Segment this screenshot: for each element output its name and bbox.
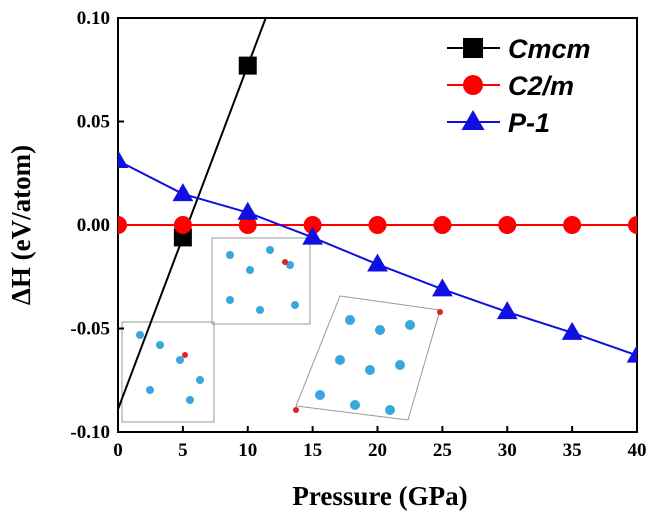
marker <box>432 278 453 297</box>
marker <box>303 216 322 234</box>
marker <box>368 216 387 234</box>
x-tick-label: 0 <box>113 440 123 461</box>
marker <box>628 216 637 234</box>
x-tick-label: 25 <box>433 440 452 461</box>
marker <box>561 321 583 340</box>
x-tick-label: 5 <box>178 440 188 461</box>
marker <box>118 216 127 234</box>
marker <box>626 344 637 363</box>
x-axis-title: Pressure (GPa) <box>292 481 467 511</box>
marker <box>237 201 259 220</box>
y-tick-label: 0.05 <box>77 112 110 133</box>
x-tick-label: 10 <box>238 440 257 461</box>
y-tick-label: -0.10 <box>70 422 110 443</box>
marker <box>173 228 192 247</box>
marker <box>367 253 388 272</box>
y-tick-label: 0.10 <box>77 8 110 29</box>
x-tick-label: 30 <box>498 440 517 461</box>
marker <box>563 216 582 234</box>
crystal-insets <box>121 237 443 423</box>
marker <box>238 216 257 234</box>
x-tick-label: 40 <box>628 440 647 461</box>
x-tick-label: 35 <box>563 440 582 461</box>
marker <box>498 216 517 234</box>
marker <box>173 216 192 234</box>
legend-label: C2/m <box>508 71 574 101</box>
plot-area <box>118 18 637 410</box>
marker <box>496 301 518 320</box>
marker <box>302 226 323 245</box>
marker <box>463 38 483 58</box>
marker <box>461 110 485 130</box>
y-tick-label: 0.00 <box>77 215 110 236</box>
legend-label: Cmcm <box>508 34 591 64</box>
y-axis-title: ΔH (eV/atom) <box>6 145 36 305</box>
marker <box>433 216 452 234</box>
marker <box>172 183 194 202</box>
series-line <box>118 18 267 410</box>
y-tick-label: -0.05 <box>70 319 110 340</box>
legend-label: P-1 <box>508 108 550 138</box>
x-tick-label: 15 <box>303 440 322 461</box>
x-tick-label: 20 <box>368 440 387 461</box>
marker <box>118 150 129 169</box>
marker <box>463 75 483 95</box>
marker <box>238 56 257 75</box>
